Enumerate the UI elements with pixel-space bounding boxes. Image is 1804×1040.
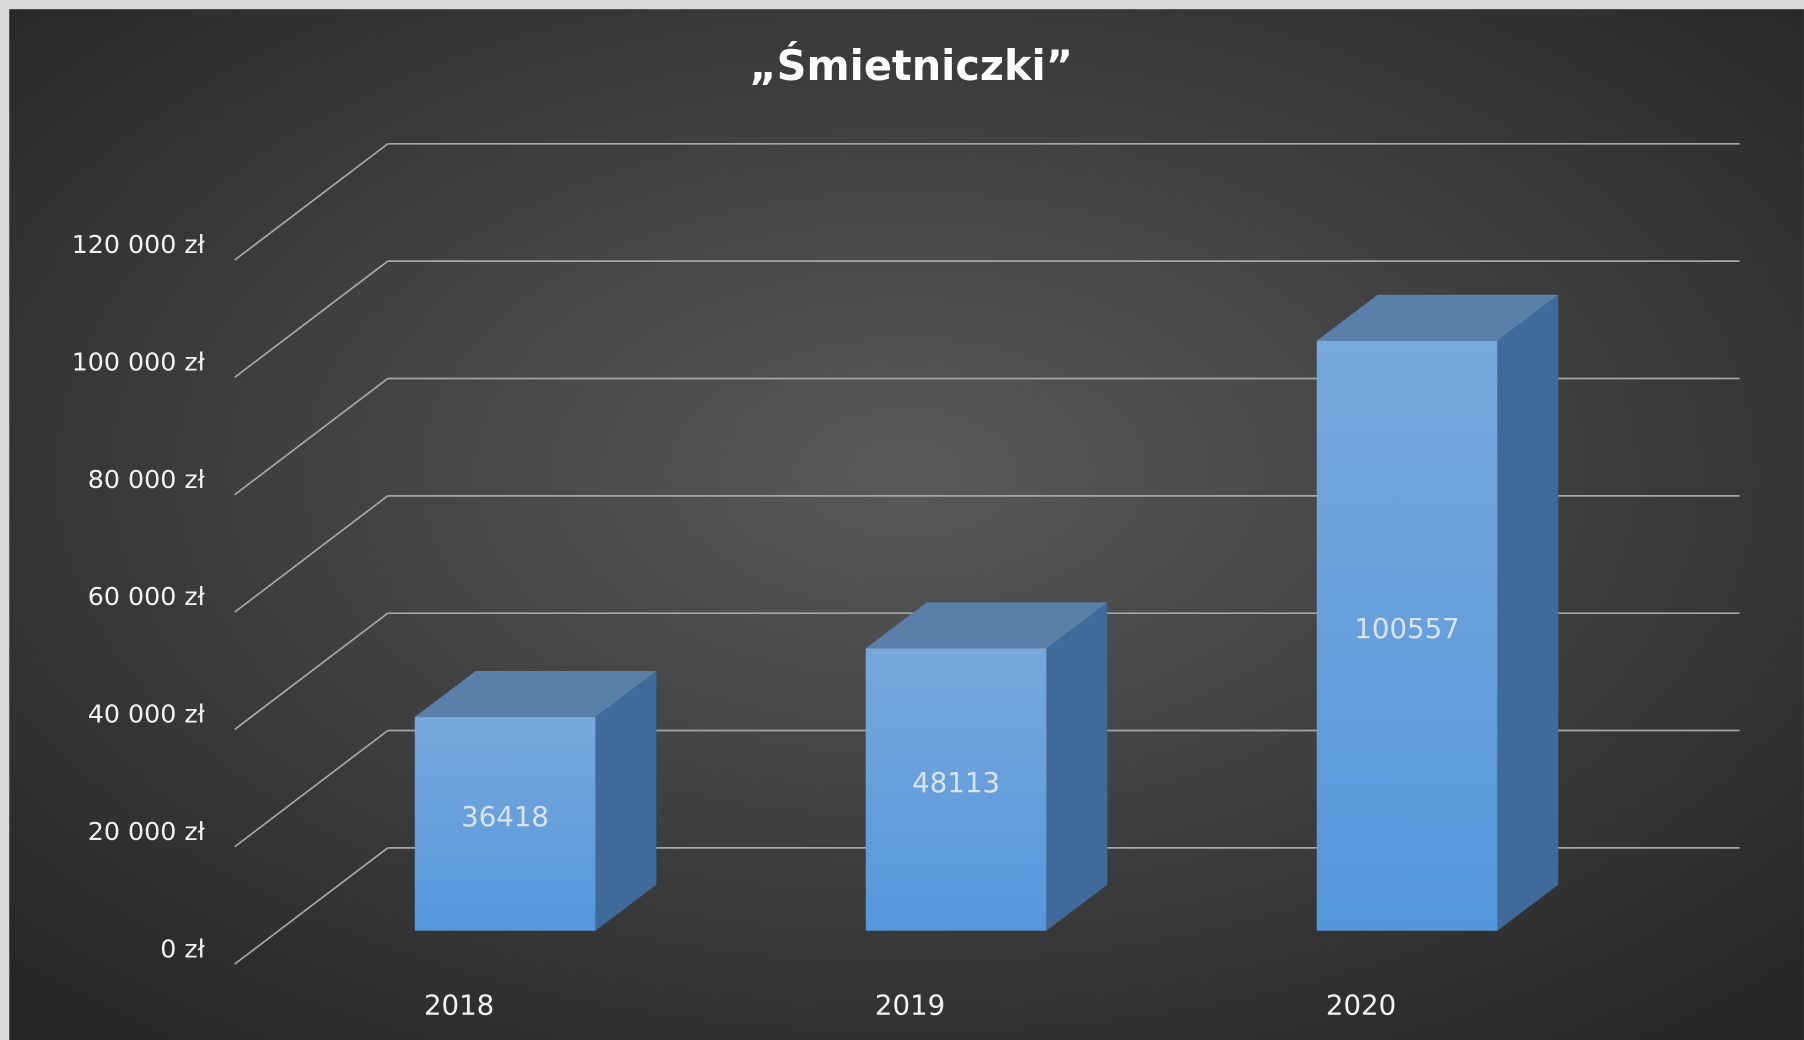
- bar-top: [1316, 294, 1559, 341]
- grid-line: [234, 847, 389, 965]
- bar-top: [414, 671, 657, 718]
- y-tick-label: 40 000 zł: [88, 700, 206, 729]
- bar-side: [1046, 602, 1108, 931]
- y-tick-label: 80 000 zł: [88, 465, 206, 494]
- grid-line: [234, 729, 389, 848]
- y-tick-label: 0 zł: [160, 934, 205, 963]
- data-label: 36418: [461, 800, 549, 833]
- bar-side: [1497, 294, 1559, 931]
- grid-line: [234, 495, 389, 613]
- bar: [865, 648, 1047, 931]
- grid-line: [234, 143, 389, 261]
- y-tick-label: 100 000 zł: [72, 348, 206, 377]
- chart-title: „Śmietniczki”: [749, 42, 1073, 90]
- grid-line: [234, 260, 389, 379]
- grid-line: [234, 377, 389, 496]
- x-tick-label: 2018: [424, 989, 494, 1022]
- bar-side: [595, 671, 657, 931]
- data-label: 100557: [1354, 612, 1459, 645]
- bar: [414, 717, 596, 931]
- y-tick-label: 20 000 zł: [88, 817, 206, 846]
- y-tick-label: 60 000 zł: [88, 582, 206, 611]
- bar: [1316, 340, 1498, 931]
- x-tick-label: 2020: [1326, 989, 1396, 1022]
- x-tick-label: 2019: [875, 989, 945, 1022]
- grid-line: [234, 612, 389, 731]
- y-tick-label: 120 000 zł: [72, 230, 206, 259]
- data-label: 48113: [912, 766, 1000, 799]
- plot: 0 zł 20 000 zł 40 000 zł 60 000 zł 80 000 zł…: [72, 142, 1740, 1022]
- bar-top: [865, 602, 1108, 649]
